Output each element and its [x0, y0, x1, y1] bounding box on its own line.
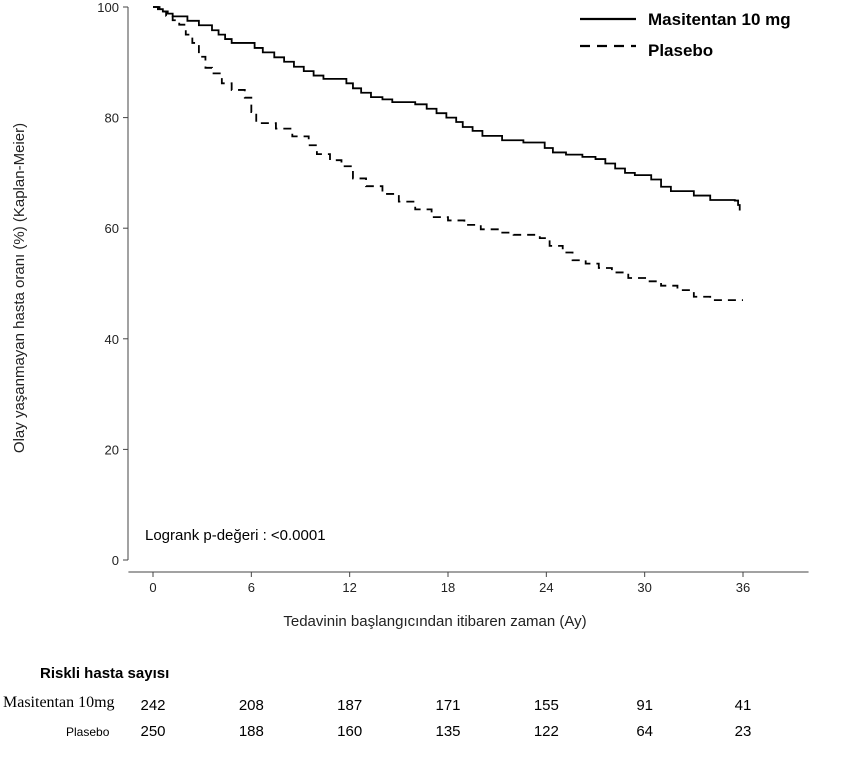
- y-tick-label: 60: [105, 221, 119, 236]
- y-tick-label: 20: [105, 442, 119, 457]
- x-tick-label: 12: [342, 580, 356, 595]
- risk-cell: 155: [533, 697, 559, 714]
- risk-row-label-masitentan: Masitentan 10mg: [3, 694, 115, 711]
- kaplan-meier-chart: 0 20 40 60 80 100 0 6 12 18 24 30 36 Olay yaşanmayan…: [11, 0, 809, 630]
- series-line-masitentan: [153, 6, 741, 211]
- x-tick-label: 24: [539, 580, 553, 595]
- y-axis-title: Olay yaşanmayan hasta oranı (%) (Kaplan-…: [11, 123, 28, 453]
- y-tick-label: 100: [97, 0, 119, 15]
- legend-label-plasebo: Plasebo: [648, 41, 713, 60]
- x-axis-title: Tedavinin başlangıcından itibaren zaman …: [283, 613, 586, 630]
- series-layer: [153, 6, 743, 301]
- risk-cell: 171: [435, 697, 461, 714]
- x-tick-label: 36: [736, 580, 750, 595]
- y-tick-label: 40: [105, 332, 119, 347]
- risk-cell: 250: [140, 723, 166, 740]
- risk-cell: 41: [734, 697, 752, 714]
- y-tick-label: 80: [105, 111, 119, 126]
- risk-cell: 188: [238, 723, 264, 740]
- x-tick-label: 30: [637, 580, 651, 595]
- risk-cell: 122: [533, 723, 559, 740]
- logrank-annotation: Logrank p-değeri : <0.0001: [145, 527, 326, 544]
- x-tick-label: 6: [248, 580, 255, 595]
- risk-cell: 91: [636, 697, 653, 714]
- x-tick-label: 0: [149, 580, 156, 595]
- axes: 0 20 40 60 80 100 0 6 12 18 24 30 36: [97, 0, 809, 595]
- x-tick-label: 18: [441, 580, 455, 595]
- legend: Masitentan 10 mg Plasebo: [580, 10, 791, 60]
- legend-label-masitentan: Masitentan 10 mg: [648, 10, 791, 29]
- y-tick-label: 0: [112, 553, 119, 568]
- risk-row-label-plasebo: Plasebo: [66, 725, 110, 739]
- risk-cell: 242: [140, 697, 166, 714]
- risk-table-title: Riskli hasta sayısı: [40, 665, 170, 682]
- risk-cell: 187: [337, 697, 363, 714]
- risk-cell: 23: [734, 723, 752, 740]
- risk-cell: 160: [337, 723, 363, 740]
- risk-cell: 64: [636, 723, 653, 740]
- series-line-plasebo: [153, 6, 743, 301]
- risk-cell: 135: [435, 723, 461, 740]
- risk-cell: 208: [238, 697, 264, 714]
